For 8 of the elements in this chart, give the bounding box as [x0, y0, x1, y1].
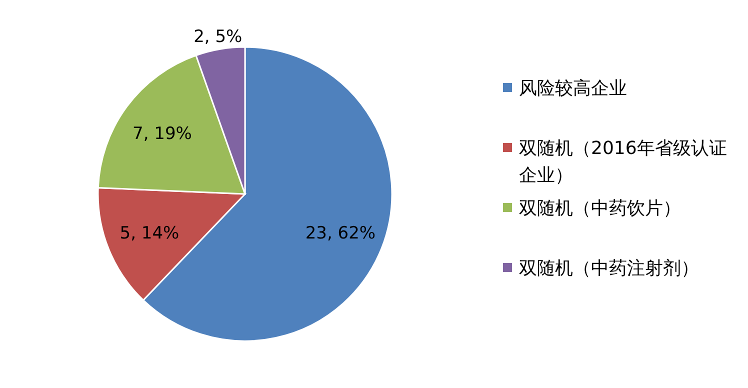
data-label: 2, 5% [194, 27, 242, 48]
data-label: 7, 19% [132, 124, 192, 144]
legend-label: 双随机（2016年省级认证企业） [519, 138, 727, 186]
data-label: 5, 14% [120, 223, 180, 244]
data-label: 23, 62% [305, 223, 376, 244]
legend-label: 风险较高企业 [519, 78, 627, 99]
legend-label: 双随机（中药注射剂） [519, 258, 699, 279]
legend-label: 双随机（中药饮片） [519, 198, 681, 219]
